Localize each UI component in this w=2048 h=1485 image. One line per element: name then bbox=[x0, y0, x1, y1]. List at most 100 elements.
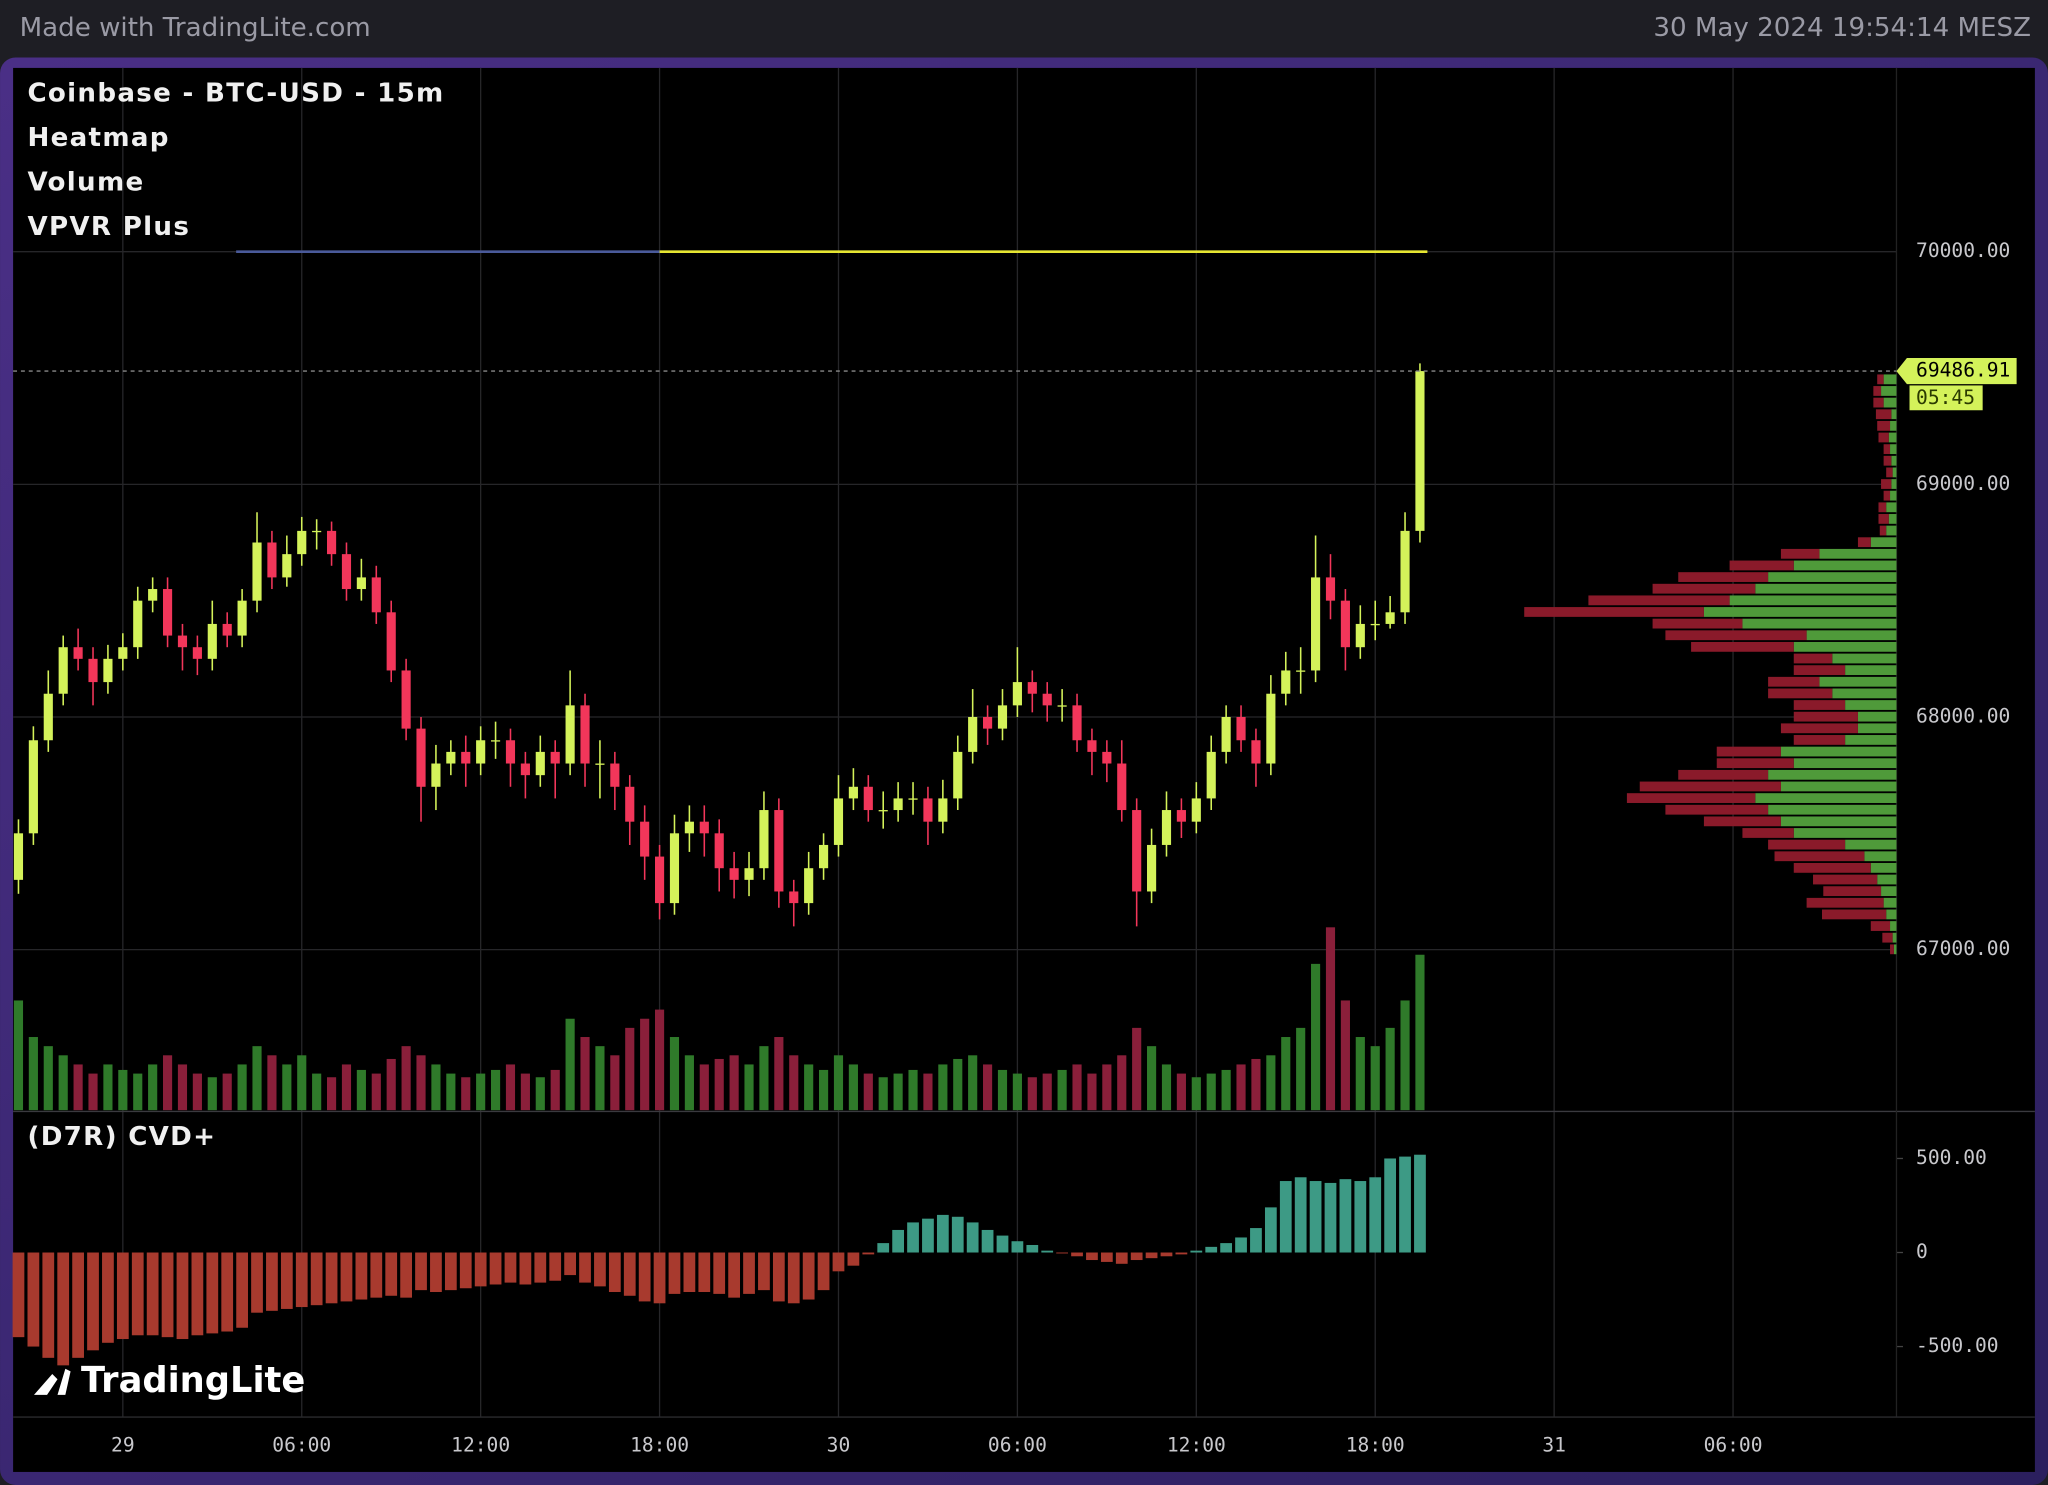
cvd-bar bbox=[415, 1252, 427, 1291]
candle-body bbox=[655, 856, 665, 904]
legend-item[interactable]: Heatmap bbox=[27, 123, 169, 153]
cvd-bar bbox=[966, 1222, 979, 1253]
vpvr-buy bbox=[1703, 607, 1897, 617]
candle-body bbox=[699, 821, 709, 834]
cvd-bar bbox=[534, 1252, 547, 1283]
cvd-bar bbox=[474, 1252, 487, 1287]
cvd-bar bbox=[370, 1252, 383, 1298]
cvd-bar bbox=[787, 1252, 800, 1304]
y-tick-label: 70000.00 bbox=[1916, 239, 2010, 262]
volume-bar bbox=[1206, 1073, 1216, 1111]
volume-bar bbox=[804, 1064, 814, 1111]
candle-body bbox=[878, 810, 888, 812]
cvd-bar bbox=[579, 1252, 591, 1283]
legend-item[interactable]: VPVR Plus bbox=[27, 212, 190, 242]
vpvr-sell bbox=[1878, 502, 1887, 513]
volume-bar bbox=[520, 1073, 530, 1111]
candle-body bbox=[729, 868, 739, 880]
vpvr-buy bbox=[1793, 641, 1897, 652]
cvd-bar bbox=[1399, 1156, 1411, 1253]
candle-body bbox=[863, 786, 873, 811]
vpvr-buy bbox=[1845, 700, 1897, 710]
candle-body bbox=[833, 798, 844, 845]
volume-bar bbox=[759, 1046, 769, 1111]
vpvr-sell bbox=[1878, 432, 1889, 443]
volume-bar bbox=[744, 1064, 754, 1111]
volume-bar bbox=[58, 1055, 68, 1111]
candle-body bbox=[983, 716, 993, 729]
cvd-bar bbox=[907, 1222, 919, 1253]
volume-bar bbox=[1042, 1073, 1052, 1111]
cvd-bar bbox=[713, 1252, 726, 1294]
candle-body bbox=[1042, 693, 1052, 706]
candle-body bbox=[1221, 716, 1231, 752]
volume-bar bbox=[535, 1077, 545, 1111]
candle-body bbox=[819, 844, 829, 869]
pane-title[interactable]: (D7R) CVD+ bbox=[27, 1122, 216, 1152]
vpvr-buy bbox=[1845, 839, 1897, 850]
vpvr-sell bbox=[1665, 630, 1807, 641]
candle-body bbox=[580, 705, 590, 764]
cvd-bar bbox=[176, 1252, 189, 1340]
logo bbox=[34, 1368, 71, 1395]
chart-title: Coinbase - BTC-USD - 15m bbox=[27, 79, 444, 109]
volume-bar bbox=[595, 1046, 605, 1111]
cvd-bar bbox=[266, 1252, 278, 1311]
volume-bar bbox=[1251, 1058, 1261, 1111]
candle-body bbox=[1132, 810, 1142, 892]
legend-item[interactable]: Volume bbox=[27, 167, 144, 197]
cvd-bar bbox=[1026, 1244, 1039, 1253]
cvd-bar bbox=[594, 1252, 606, 1287]
candle-body bbox=[1400, 530, 1410, 613]
y-tick-label: 68000.00 bbox=[1916, 704, 2010, 727]
vpvr-buy bbox=[1892, 932, 1897, 943]
vpvr-sell bbox=[1793, 653, 1833, 664]
vpvr-buy bbox=[1780, 781, 1897, 792]
vpvr-buy bbox=[1742, 618, 1897, 629]
vpvr-sell bbox=[1806, 897, 1884, 908]
volume-bar bbox=[133, 1073, 143, 1111]
cvd-bar bbox=[57, 1252, 70, 1366]
vpvr-sell bbox=[1793, 735, 1846, 745]
volume-bar bbox=[207, 1077, 217, 1111]
cvd-bar bbox=[1235, 1237, 1247, 1253]
cvd-bar bbox=[1324, 1182, 1337, 1253]
cvd-bar bbox=[1264, 1207, 1277, 1253]
x-tick-label: 12:00 bbox=[451, 1433, 510, 1456]
candle-body bbox=[73, 647, 83, 659]
cvd-bar bbox=[1145, 1252, 1158, 1259]
vpvr-buy bbox=[1891, 479, 1897, 489]
candle-body bbox=[1176, 810, 1186, 822]
vpvr-sell bbox=[1877, 374, 1884, 385]
vpvr-sell bbox=[1774, 851, 1865, 862]
volume-bar bbox=[1132, 1027, 1142, 1111]
candle-body bbox=[192, 647, 202, 659]
candle-body bbox=[103, 658, 113, 683]
candle-body bbox=[953, 751, 963, 799]
vpvr-buy bbox=[1832, 653, 1897, 664]
cvd-bar bbox=[295, 1252, 308, 1308]
cvd-bar bbox=[1354, 1181, 1367, 1253]
volume-bar bbox=[610, 1055, 620, 1111]
vpvr-buy bbox=[1729, 595, 1897, 606]
candle-body bbox=[804, 868, 814, 904]
cvd-bar bbox=[668, 1252, 681, 1294]
vpvr-buy bbox=[1890, 490, 1897, 501]
y-tick-label: 67000.00 bbox=[1916, 937, 2010, 960]
candle-body bbox=[505, 740, 516, 764]
candle-body bbox=[207, 623, 217, 659]
volume-bar bbox=[819, 1069, 829, 1111]
vpvr-buy bbox=[1864, 851, 1897, 862]
vpvr-buy bbox=[1886, 502, 1897, 513]
candle-body bbox=[595, 763, 605, 765]
vpvr-sell bbox=[1793, 862, 1871, 873]
credit: Made with TradingLite.com bbox=[20, 13, 371, 43]
volume-bar bbox=[446, 1073, 456, 1111]
volume-bar bbox=[401, 1046, 411, 1111]
candle-body bbox=[386, 612, 396, 671]
volume-bar bbox=[968, 1055, 978, 1111]
vpvr-sell bbox=[1768, 676, 1820, 687]
volume-bar bbox=[714, 1058, 724, 1111]
candle-body bbox=[610, 763, 620, 787]
cvd-bar bbox=[489, 1252, 502, 1285]
